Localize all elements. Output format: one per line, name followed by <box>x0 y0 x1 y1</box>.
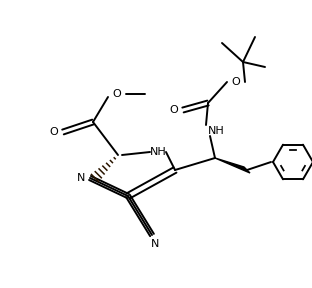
Polygon shape <box>215 158 250 173</box>
Text: N: N <box>77 173 85 183</box>
Text: O: O <box>113 89 121 99</box>
Text: NH: NH <box>207 126 224 136</box>
Text: NH: NH <box>150 147 166 157</box>
Text: O: O <box>50 127 58 137</box>
Text: O: O <box>170 105 178 115</box>
Text: O: O <box>232 77 240 87</box>
Text: N: N <box>151 239 159 249</box>
